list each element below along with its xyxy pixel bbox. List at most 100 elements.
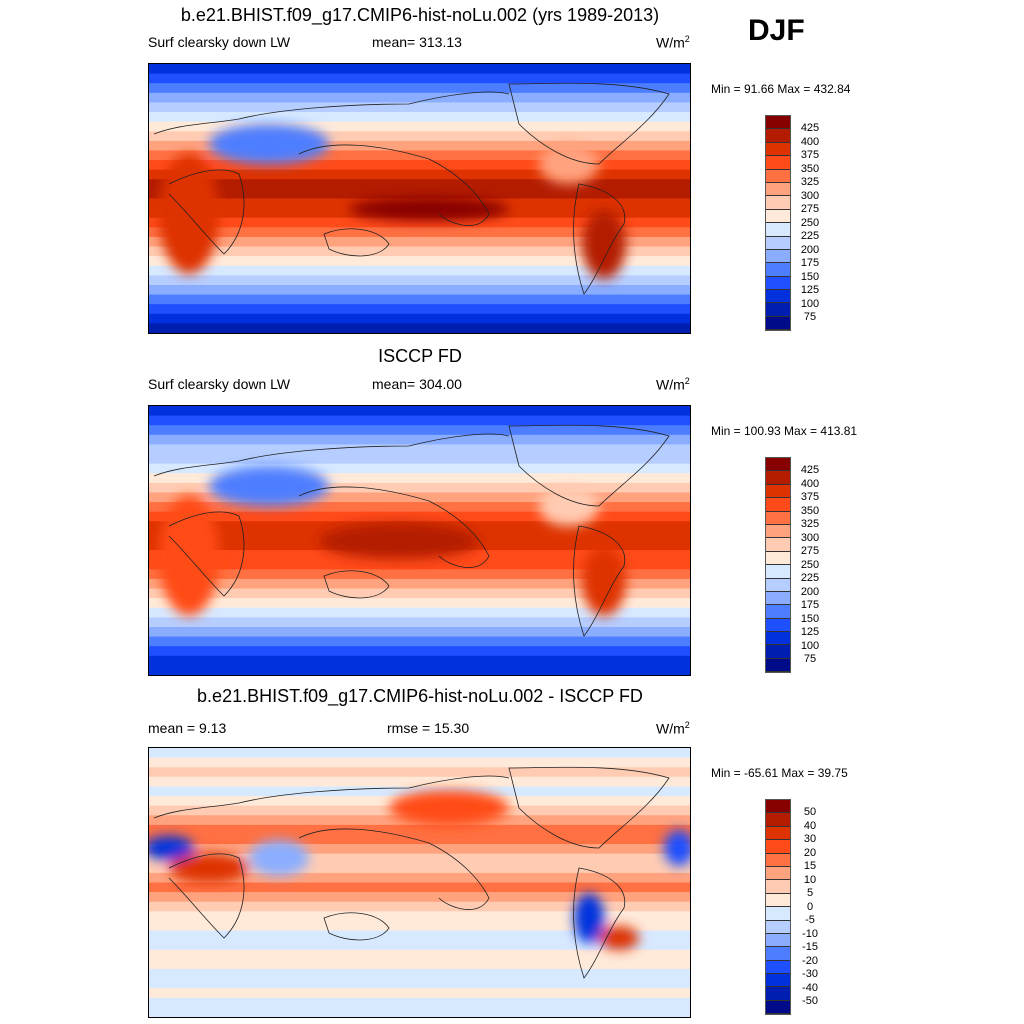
lat-band [149,284,690,296]
colorbar-box [766,974,790,988]
lat-band [149,940,690,951]
field-feature [159,154,219,274]
colorbar-tick-label: 200 [800,585,820,598]
colorbar-box [766,920,790,934]
lat-band [149,102,690,114]
lat-band [149,265,690,277]
lat-band [149,406,690,417]
colorbar-tick-label: 325 [800,518,820,530]
colorbar-tick-label: -5 [805,914,815,926]
lat-band [149,121,690,133]
lat-band [149,636,690,648]
colorbar-tick-label: 275 [800,203,820,215]
lat-band [149,313,690,325]
colorbar-box [766,524,790,539]
colorbar-tick-label: 200 [800,243,820,256]
colorbar-box [766,800,790,814]
field-feature [249,840,309,876]
lat-band [149,655,690,667]
lat-band [149,64,690,75]
colorbar-box [766,907,790,921]
coastlines [153,82,670,295]
lat-band [149,665,690,675]
lat-band [149,824,690,836]
colorbar-box [766,169,790,183]
colorbar-tick-label: 30 [803,833,817,845]
lat-band [149,473,690,484]
colorbar-tick-label: -30 [802,968,818,980]
panel3-colorbar [765,799,791,1015]
lat-band [149,959,690,970]
colorbar-box [766,236,790,250]
lat-band [149,882,690,894]
lat-band [149,323,690,333]
field-feature [539,486,599,526]
colorbar-box [766,458,790,472]
lat-band [149,275,690,286]
colorbar-box [766,605,790,619]
lat-band [149,217,690,229]
colorbar-box [766,826,790,841]
lat-band [149,776,690,788]
colorbar-box [766,813,790,827]
panel1-units: W/m2 [656,34,690,51]
panel3-map [149,748,690,1017]
lat-band [149,227,690,238]
colorbar-tick-label: 15 [803,860,817,872]
field-feature [209,124,329,164]
lat-band [149,748,690,759]
colorbar-box [766,658,790,673]
colorbar-tick-label: 350 [800,504,820,517]
lat-band [149,920,690,932]
panel3-title: b.e21.BHIST.f09_g17.CMIP6-hist-noLu.002 … [197,686,643,706]
panel2-center-label: mean= 304.00 [372,376,462,392]
lat-band [149,646,690,657]
lat-band [149,978,690,990]
panel1-center-label: mean= 313.13 [372,34,462,50]
colorbar-tick-label: 225 [800,572,820,584]
colorbar-box [766,853,790,867]
colorbar-tick-label: 5 [806,887,814,899]
lat-band [149,256,690,267]
lat-band [149,949,690,961]
colorbar-box [766,209,790,224]
colorbar-tick-label: -15 [802,941,818,953]
colorbar-tick-label: 175 [800,599,820,611]
lat-band [149,901,690,913]
field-feature [159,496,219,616]
colorbar-box [766,471,790,485]
colorbar-tick-label: 375 [800,491,820,503]
colorbar-box [766,142,790,157]
colorbar-tick-label: 250 [800,216,820,229]
lat-band [149,578,690,590]
field-feature [539,144,599,184]
colorbar-box [766,263,790,277]
lat-band [149,598,690,609]
panel3-left-label: mean = 9.13 [148,720,227,736]
colorbar-tick-label: 400 [800,477,820,490]
field-feature [319,523,479,559]
lat-band [149,786,690,798]
lat-band [149,617,690,628]
colorbar-tick-label: 300 [800,189,820,202]
field-feature [389,790,509,826]
panel3-map-frame [148,747,691,1018]
lat-band [149,83,690,94]
colorbar-box [766,129,790,143]
colorbar-tick-label: 350 [800,162,820,175]
colorbar-tick-label: 100 [800,297,820,310]
colorbar-box [766,933,790,948]
colorbar-box [766,116,790,130]
lat-band [149,415,690,427]
colorbar-tick-label: 250 [800,558,820,571]
lat-band [149,425,690,436]
colorbar-tick-label: 150 [800,270,820,283]
lat-band [149,502,690,513]
colorbar-box [766,290,790,304]
colorbar-tick-label: 0 [806,900,814,913]
lat-band [149,844,690,855]
lat-band [149,511,690,523]
field-feature [169,853,249,883]
lat-band [149,246,690,258]
lat-band [149,588,690,600]
